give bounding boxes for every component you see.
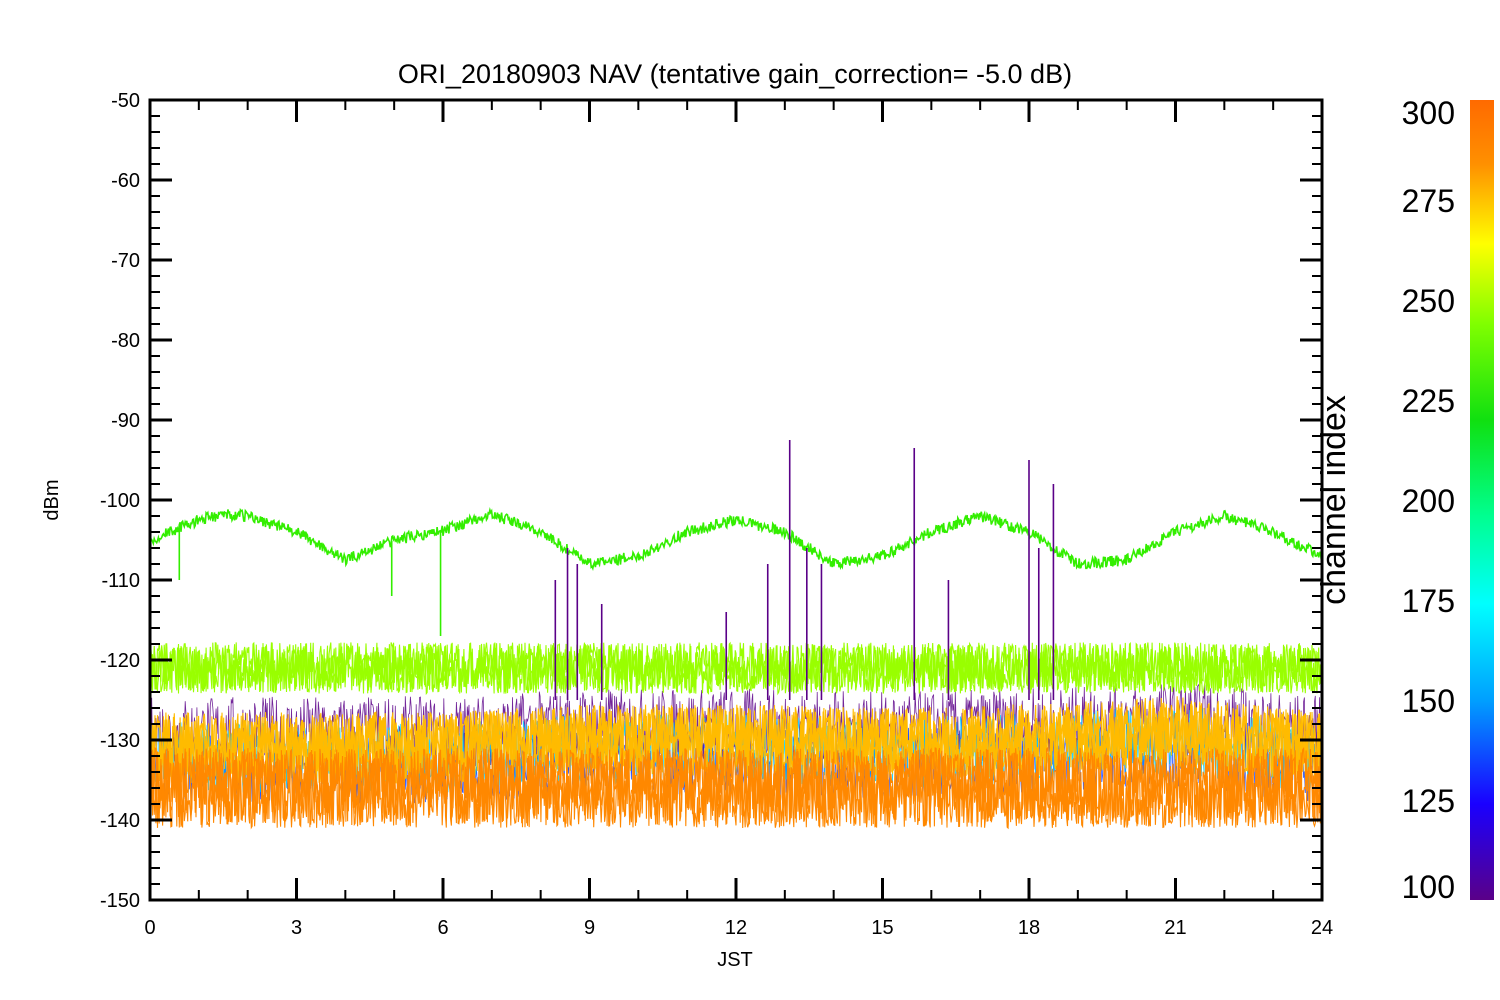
y-tick-label-3: -70 [111,250,140,272]
x-tick-label-4: 9 [584,917,595,939]
series-line-4 [150,745,1322,830]
y-tick-label-11: -150 [100,890,140,912]
series-line-4 [150,747,1322,829]
x-tick-label-6: 15 [871,917,893,939]
x-tick-label-5: 12 [725,917,747,939]
y-tick-label-9: -130 [100,730,140,752]
x-axis-label: JST [717,949,753,971]
y-axis-label: dBm [41,479,63,520]
y-tick-label-2: -60 [111,170,140,192]
y-axis: -50 -60 -70 -80 -90 -100 -110 -120 -130 -140 -150 [100,90,1322,912]
colorbar-tick-label-2: 275 [1402,183,1455,219]
colorbar-tick-label-5: 200 [1402,483,1455,519]
x-axis: 0 3 6 9 12 15 18 21 24 [144,100,1333,939]
y-tick-label-4: -80 [111,330,140,352]
series-line-3 [150,696,1322,784]
x-tick-label-2: 3 [291,917,302,939]
y-tick-label-5: -90 [111,410,140,432]
colorbar-tick-label-3: 250 [1402,283,1455,319]
x-tick-label-8: 21 [1164,917,1186,939]
series-line-2 [150,641,1322,696]
colorbar [1470,100,1494,900]
y-tick-label-8: -120 [100,650,140,672]
y-tick-label-7: -110 [101,570,140,592]
chart-title: ORI_20180903 NAV (tentative gain_correct… [398,59,1072,89]
colorbar-tick-label-7: 150 [1402,683,1455,719]
colorbar-ticks: 300 275 250 225 200 175 150 125 100 [1402,95,1455,905]
x-tick-label-9: 24 [1311,917,1333,939]
colorbar-tick-label-4: 225 [1402,383,1455,419]
x-tick-label-7: 18 [1018,917,1040,939]
colorbar-title: channel index [1315,395,1353,605]
series-line-1 [150,506,1322,572]
colorbar-tick-label-6: 175 [1402,583,1455,619]
plot-area [150,440,1322,830]
y-tick-label-10: -140 [100,810,140,832]
colorbar-tick-label-8: 125 [1402,783,1455,819]
y-tick-label-1: -50 [111,90,140,112]
x-tick-label-1: 0 [144,917,155,939]
x-tick-label-3: 6 [437,917,448,939]
y-tick-label-6: -100 [100,490,140,512]
colorbar-tick-label-1: 300 [1402,95,1455,131]
colorbar-tick-label-9: 100 [1402,869,1455,905]
